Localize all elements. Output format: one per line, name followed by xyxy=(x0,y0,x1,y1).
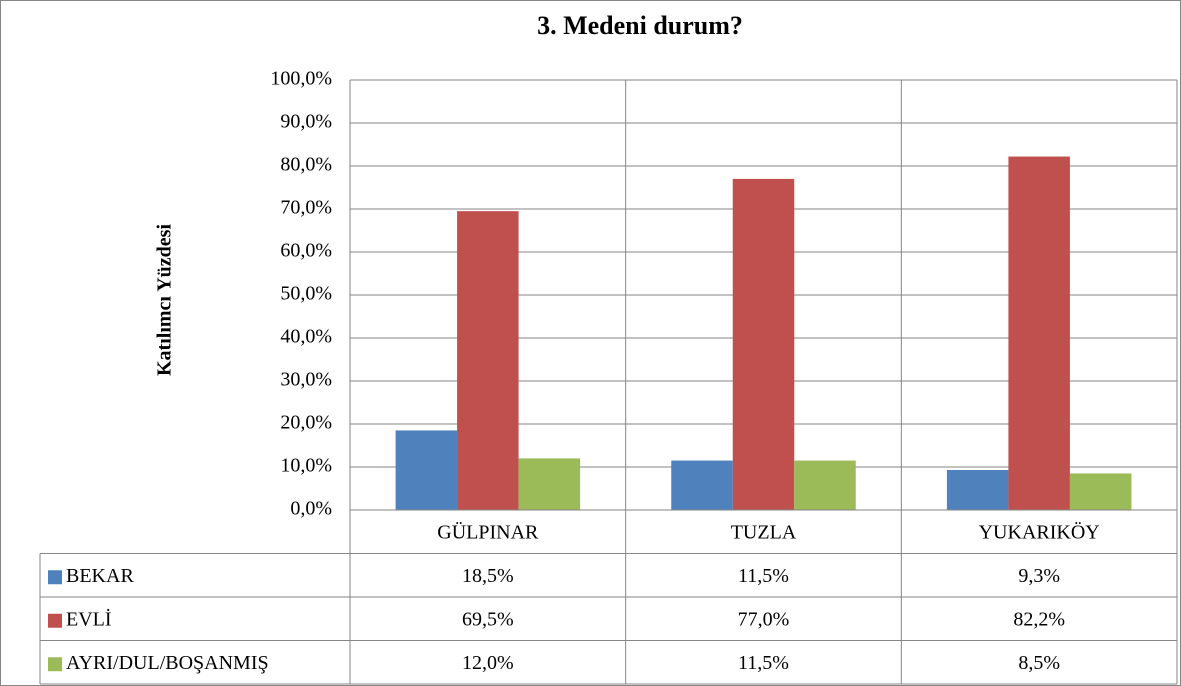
data-label: 69,5% xyxy=(462,608,514,630)
x-tick-label: TUZLA xyxy=(731,521,797,543)
data-label: 8,5% xyxy=(1018,652,1060,674)
y-tick-label: 10,0% xyxy=(280,455,332,477)
legend-label: AYRI/DUL/BOŞANMIŞ xyxy=(66,652,269,674)
legend-swatch xyxy=(48,657,62,672)
y-tick-label: 30,0% xyxy=(280,369,332,391)
data-label: 77,0% xyxy=(738,608,790,630)
bar xyxy=(946,470,1009,510)
bar xyxy=(794,460,856,510)
data-label: 11,5% xyxy=(738,565,789,587)
y-tick-label: 40,0% xyxy=(280,326,332,348)
y-tick-label: 0,0% xyxy=(290,498,332,520)
y-tick-label: 70,0% xyxy=(280,197,332,219)
bar xyxy=(671,460,733,510)
y-tick-label: 60,0% xyxy=(280,240,332,262)
y-tick-label: 100,0% xyxy=(270,68,332,90)
legend-label: BEKAR xyxy=(66,565,134,587)
x-tick-label: YUKARIKÖY xyxy=(979,520,1100,543)
bar xyxy=(1008,156,1070,511)
bar xyxy=(518,458,581,510)
y-tick-label: 50,0% xyxy=(280,283,332,305)
y-tick-label: 20,0% xyxy=(280,412,332,434)
chart-title: 3. Medeni durum? xyxy=(537,11,743,40)
y-axis-title: Katılımcı Yüzdesi xyxy=(154,224,176,376)
bar xyxy=(457,211,519,510)
legend-swatch xyxy=(48,570,62,585)
x-tick-label: GÜLPINAR xyxy=(437,520,539,543)
y-tick-label: 90,0% xyxy=(280,111,332,133)
data-label: 11,5% xyxy=(738,652,789,674)
legend-label: EVLİ xyxy=(66,607,112,630)
legend-swatch xyxy=(48,613,62,628)
bar xyxy=(395,430,458,510)
data-label: 12,0% xyxy=(462,652,514,674)
data-label: 82,2% xyxy=(1013,608,1065,630)
y-tick-label: 80,0% xyxy=(280,154,332,176)
bar xyxy=(732,178,795,510)
bar xyxy=(1069,473,1132,510)
data-label: 18,5% xyxy=(462,565,514,587)
data-label: 9,3% xyxy=(1018,565,1060,587)
